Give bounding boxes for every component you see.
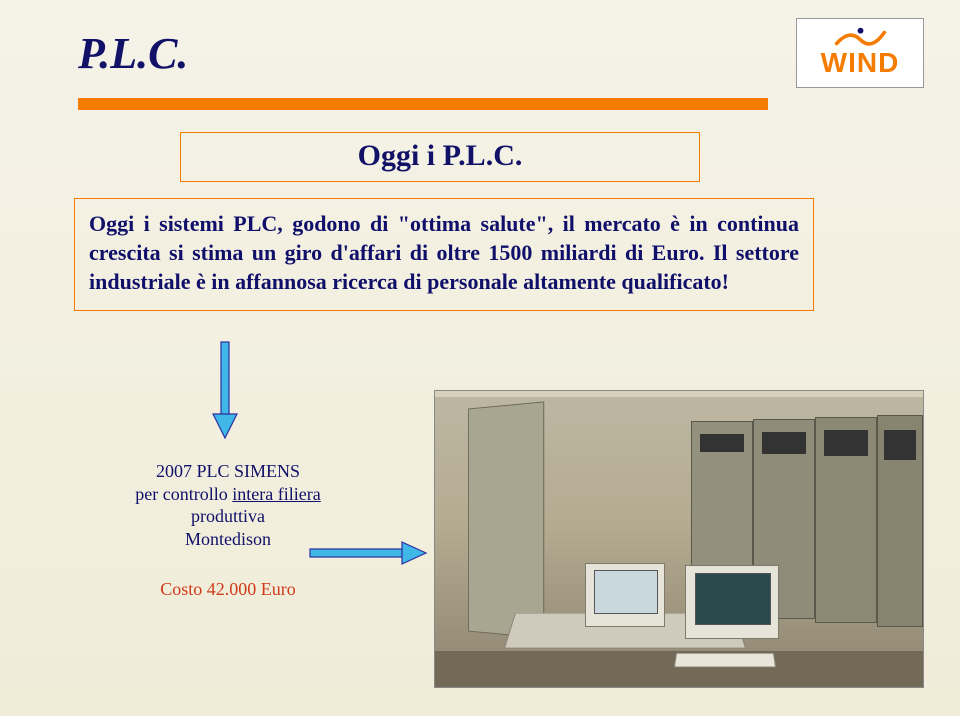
caption-line-1: 2007 PLC SIMENS <box>78 460 378 483</box>
title-underline <box>78 98 768 110</box>
caption-line-2-under: intera filiera <box>232 484 320 504</box>
caption-line-2: per controllo intera filiera <box>78 483 378 506</box>
wind-logo: WIND <box>796 18 924 88</box>
wind-swoosh-icon <box>833 27 888 49</box>
body-text: Oggi i sistemi PLC, godono di "ottima sa… <box>89 209 799 296</box>
plc-room-photo <box>434 390 924 688</box>
subtitle-text: Oggi i P.L.C. <box>193 139 687 173</box>
body-text-box: Oggi i sistemi PLC, godono di "ottima sa… <box>74 198 814 311</box>
slide-title: P.L.C. <box>78 28 188 79</box>
subtitle-box: Oggi i P.L.C. <box>180 132 700 182</box>
arrow-down-icon <box>210 340 240 440</box>
caption-line-2-pre: per controllo <box>135 484 232 504</box>
wind-logo-text: WIND <box>821 47 900 79</box>
caption-cost: Costo 42.000 Euro <box>78 578 378 601</box>
arrow-right-icon <box>308 540 428 566</box>
caption-line-3: produttiva <box>78 505 378 528</box>
caption-block: 2007 PLC SIMENS per controllo intera fil… <box>78 460 378 601</box>
